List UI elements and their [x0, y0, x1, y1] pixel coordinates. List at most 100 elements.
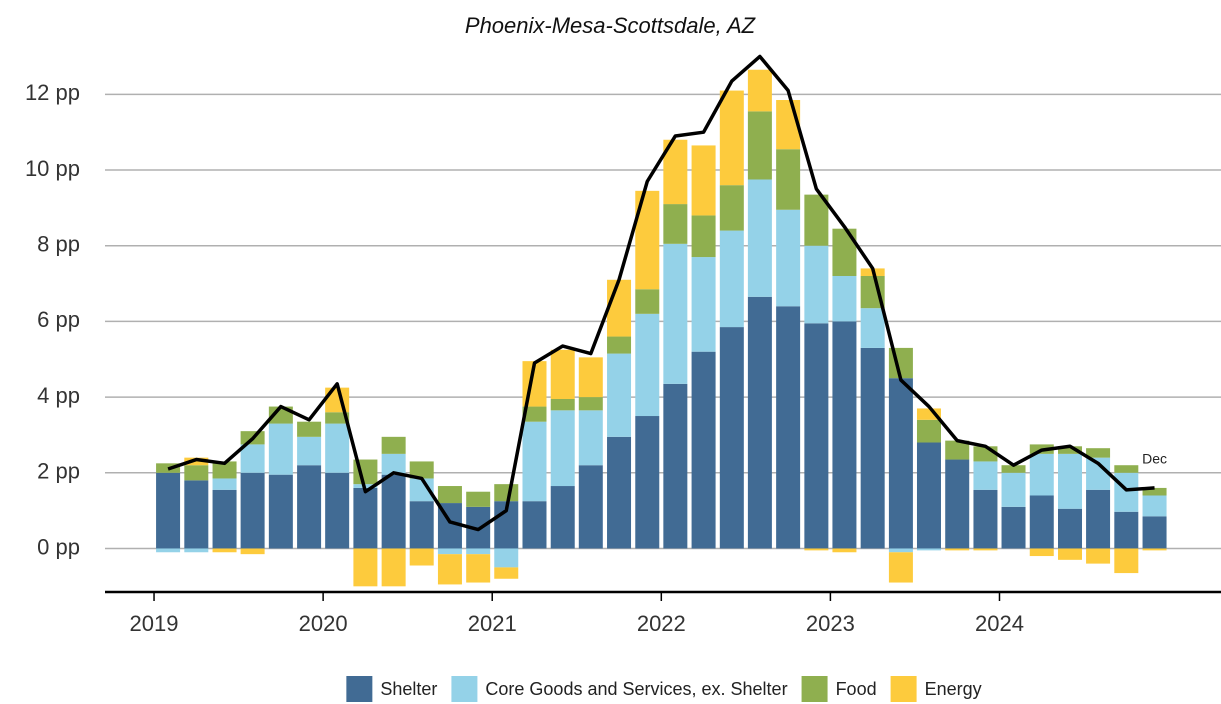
legend-swatch: [890, 676, 917, 702]
legend-label: Food: [836, 679, 877, 699]
bar-segment: [888, 548, 913, 553]
bar-segment: [184, 457, 209, 466]
bar-segment: [973, 548, 998, 551]
bar-segment: [1058, 453, 1083, 509]
bar-segment: [494, 567, 519, 579]
bar-segment: [212, 461, 237, 479]
bar-segment: [607, 336, 632, 354]
legend-label: Core Goods and Services, ex. Shelter: [485, 679, 787, 699]
bar-segment: [916, 408, 941, 420]
bar-segment: [860, 308, 885, 348]
bar-segment: [550, 486, 575, 549]
bar-segment: [1058, 548, 1083, 560]
bar-segment: [353, 548, 378, 587]
bar-segment: [888, 378, 913, 549]
bar-segment: [184, 480, 209, 549]
y-tick-label: 12 pp: [25, 80, 80, 105]
y-tick-label: 4 pp: [37, 383, 80, 408]
bar-segment: [325, 423, 350, 473]
bar-segment: [1086, 489, 1111, 549]
bar-segment: [381, 453, 406, 475]
bar-segment: [1114, 472, 1139, 512]
bar-segment: [466, 491, 491, 507]
bar-segment: [1058, 508, 1083, 549]
bar-segment: [747, 179, 772, 297]
bar-segment: [1029, 495, 1054, 549]
bar-segment: [1086, 448, 1111, 458]
legend-label: Energy: [925, 679, 982, 699]
bar-segment: [381, 436, 406, 454]
bar-segment: [1058, 446, 1083, 454]
bar-segment: [804, 548, 829, 551]
bar-segment: [945, 548, 970, 551]
bar-segment: [550, 410, 575, 487]
legend-label: Shelter: [380, 679, 437, 699]
bar-segment: [268, 474, 293, 549]
bar-segment: [409, 461, 434, 479]
bar-segment: [409, 501, 434, 549]
x-tick-label: 2023: [806, 611, 855, 636]
bar-segment: [1114, 548, 1139, 574]
x-tick-label: 2024: [975, 611, 1024, 636]
x-tick-label: 2020: [299, 611, 348, 636]
bar-segment: [409, 548, 434, 566]
bar-segment: [776, 149, 801, 210]
bar-segment: [1114, 465, 1139, 473]
bar-segment: [945, 440, 970, 460]
bar-segment: [550, 398, 575, 411]
bar-segment: [663, 383, 688, 549]
bar-segment: [1142, 495, 1167, 517]
bar-segment: [719, 90, 744, 186]
bar-segment: [1114, 511, 1139, 549]
legend-swatch: [346, 676, 373, 702]
bar-segment: [973, 489, 998, 549]
bar-segment: [381, 474, 406, 549]
bar-segment: [578, 397, 603, 411]
bar-segment: [437, 554, 462, 585]
y-tick-label: 6 pp: [37, 307, 80, 332]
bar-segment: [494, 548, 519, 568]
bar-segment: [663, 204, 688, 244]
annotation: Dec: [1142, 451, 1167, 467]
bar-segment: [578, 410, 603, 466]
bar-segment: [297, 421, 322, 437]
bar-segment: [1001, 472, 1026, 507]
bar-segment: [240, 444, 265, 473]
bar-segment: [747, 296, 772, 549]
bar-segment: [663, 243, 688, 384]
legend-swatch: [801, 676, 828, 702]
bar-segment: [1029, 548, 1054, 557]
bar-segment: [184, 548, 209, 553]
total-line: [167, 54, 1155, 532]
y-tick-label: 0 pp: [37, 534, 80, 559]
bar-segment: [832, 548, 857, 553]
bar-segment: [832, 228, 857, 276]
bar-segment: [409, 478, 434, 502]
bar-segment: [240, 472, 265, 549]
bar-segment: [325, 472, 350, 549]
bar-segment: [522, 501, 547, 549]
x-tick-label: 2019: [130, 611, 179, 636]
bar-segment: [719, 327, 744, 549]
bar-segment: [156, 548, 181, 553]
bar-segment: [268, 423, 293, 475]
bar-segment: [691, 215, 716, 258]
bar-segment: [381, 548, 406, 587]
bar-segment: [437, 548, 462, 555]
bar-segment: [325, 387, 350, 413]
bar-segment: [353, 487, 378, 549]
bar-segment: [212, 478, 237, 490]
bar-segment: [691, 351, 716, 549]
bar-segment: [578, 357, 603, 398]
bar-segment: [494, 484, 519, 502]
bar-segment: [1142, 516, 1167, 549]
bar-segment: [776, 209, 801, 307]
y-tick-label: 10 pp: [25, 156, 80, 181]
bar-segment: [184, 465, 209, 481]
bar-segment: [860, 347, 885, 549]
bar-segment: [607, 279, 632, 337]
bar-segment: [156, 472, 181, 549]
bar-segment: [1001, 506, 1026, 549]
bar-segment: [1001, 465, 1026, 473]
